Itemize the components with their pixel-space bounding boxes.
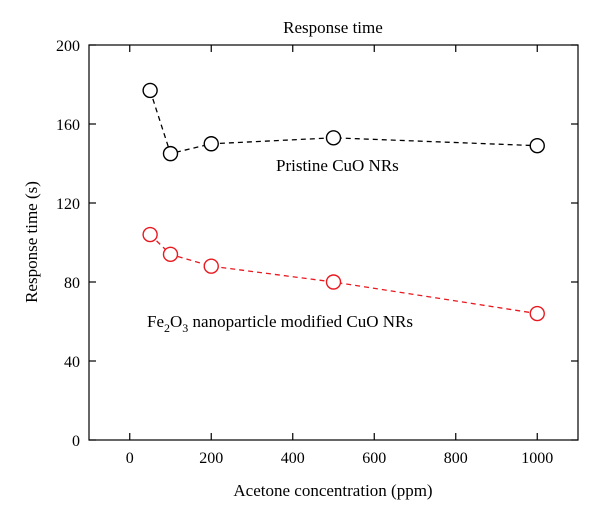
y-tick-label: 200: [56, 38, 80, 55]
x-tick-label: 0: [126, 450, 134, 467]
series-1: [142, 226, 545, 322]
data-point: [162, 246, 179, 263]
x-tick-label: 1000: [521, 450, 553, 467]
y-tick-label: 120: [56, 196, 80, 213]
fe2o3-annotation-rest: nanoparticle modified CuO NRs: [188, 312, 413, 331]
chart-title: Response time: [283, 18, 383, 37]
y-tick-label: 160: [56, 117, 80, 134]
series-line: [149, 234, 538, 315]
y-axis: 0 40 80 120 160 200: [56, 38, 578, 450]
data-point: [142, 82, 158, 99]
fe2o3-annotation-sub2: 3: [182, 321, 188, 335]
fe2o3-annotation: Fe2O3 nanoparticle modified CuO NRs: [147, 312, 413, 335]
x-axis: 0 200 400 600 800 1000: [126, 45, 553, 467]
y-tick-label: 80: [64, 275, 80, 292]
data-point: [529, 305, 545, 322]
series-0: [142, 82, 545, 162]
y-tick-label: 0: [72, 433, 80, 450]
plot-frame: [88, 44, 579, 441]
data-point: [162, 145, 179, 162]
data-point: [529, 138, 545, 154]
y-tick-label: 40: [64, 354, 80, 371]
fe2o3-annotation-fe: Fe: [147, 312, 164, 331]
x-tick-label: 400: [281, 450, 305, 467]
fe2o3-annotation-o: O: [170, 312, 182, 331]
pristine-annotation: Pristine CuO NRs: [276, 156, 399, 175]
data-point: [325, 274, 342, 290]
data-point: [203, 136, 219, 152]
x-axis-label: Acetone concentration (ppm): [233, 481, 432, 500]
data-point: [325, 130, 342, 146]
x-tick-label: 600: [362, 450, 386, 467]
x-tick-label: 200: [199, 450, 223, 467]
x-tick-label: 800: [444, 450, 468, 467]
fe2o3-annotation-sub1: 2: [164, 321, 170, 335]
y-axis-label: Response time (s): [22, 181, 41, 303]
series-layer: [142, 82, 545, 322]
data-point: [203, 258, 219, 274]
data-point: [142, 226, 158, 243]
